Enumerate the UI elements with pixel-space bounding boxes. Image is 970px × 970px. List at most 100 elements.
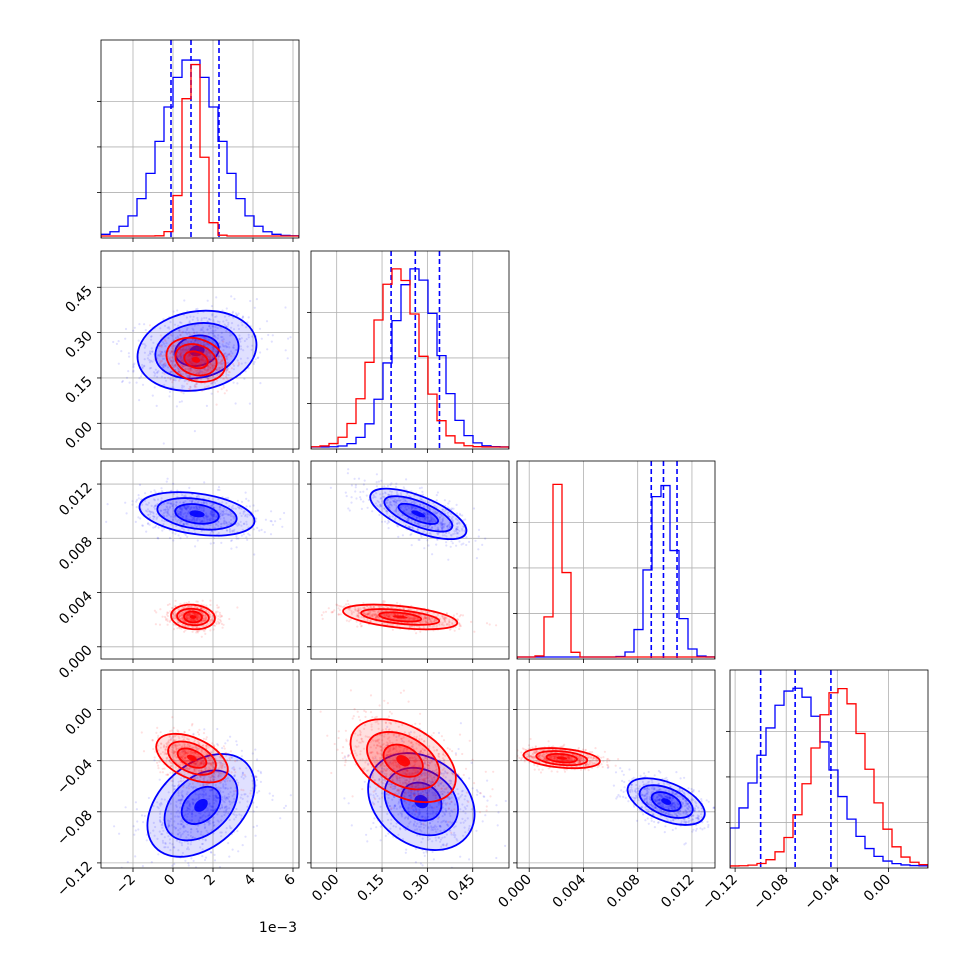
scatter-point [198,346,201,349]
contour-line-series-1 [170,603,216,631]
scatter-point [191,334,194,337]
scatter-point [182,619,185,622]
scatter-point [209,366,212,370]
scatter-point [458,627,461,631]
scatter-point [236,359,239,362]
scatter-point [213,859,217,862]
scatter-point [211,313,214,316]
scatter-point [189,362,192,365]
scatter-point [177,371,180,374]
scatter-point [161,351,164,354]
scatter-point [415,507,418,510]
scatter-point [219,616,222,619]
scatter-point [205,385,208,388]
scatter-point [202,618,205,621]
scatter-point [189,519,192,522]
scatter-point [175,501,178,504]
scatter-point [196,501,200,504]
scatter-point [198,348,201,352]
scatter-point [206,610,209,613]
scatter-point [180,520,183,523]
scatter-point [206,370,209,373]
scatter-point [200,621,203,624]
scatter-point [190,500,193,503]
scatter-point [203,614,207,617]
scatter-point [219,361,222,364]
scatter-point [179,334,182,337]
scatter-point [362,483,365,486]
scatter-point [195,385,198,388]
scatter-point [148,516,151,519]
scatter-point [198,371,202,374]
scatter-point [138,399,141,402]
scatter-point [180,511,183,514]
contour-line-series-1 [176,607,210,627]
scatter-point [195,618,198,621]
scatter-point [219,326,223,329]
axes-frame [310,250,510,450]
scatter-point [212,386,215,389]
scatter-point [225,357,228,360]
scatter-point [177,513,180,516]
scatter-point [194,383,197,386]
scatter-point [178,372,182,375]
scatter-point [197,371,200,374]
scatter-point [180,357,183,360]
scatter-point [202,508,205,511]
scatter-point [209,618,212,622]
scatter-point [193,353,196,356]
scatter-point [205,616,208,620]
scatter-point [216,379,219,382]
scatter-point [208,518,211,521]
scatter-point [172,366,175,369]
scatter-point [178,370,181,373]
scatter-point [198,615,201,619]
scatter-point [345,495,348,498]
scatter-point [179,514,182,517]
scatter-point [355,620,358,623]
scatter-point [212,502,215,505]
scatter-point [450,517,453,520]
scatter-point [180,354,183,357]
scatter-point [177,345,180,348]
scatter-point [193,612,196,616]
scatter-point [354,486,357,489]
scatter-point [160,497,163,500]
scatter-point [225,502,228,505]
scatter-point [205,353,209,356]
scatter-point [178,354,181,358]
scatter-point [194,377,197,380]
scatter-point [252,362,255,365]
scatter-point [391,499,395,502]
scatter-point [218,508,221,511]
scatter-point [214,612,217,615]
scatter-point [171,364,174,367]
scatter-point [161,336,164,339]
scatter-point [380,479,383,482]
scatter-point [192,361,195,364]
scatter-point [201,358,204,361]
scatter-point [174,599,177,602]
scatter-point [260,528,263,532]
scatter-point [179,348,183,351]
scatter-point [169,351,172,354]
scatter-point [181,616,184,619]
scatter-point [190,506,193,509]
scatter-point [331,610,334,613]
scatter-point [157,353,161,357]
scatter-point [183,299,186,302]
scatter-point [216,610,219,613]
scatter-point [222,512,225,515]
scatter-point [171,346,175,349]
scatter-point [452,614,455,617]
scatter-point [443,499,446,502]
scatter-point [135,506,138,509]
scatter-point [200,607,203,610]
scatter-point [211,359,214,362]
scatter-point [170,370,173,373]
scatter-point [257,356,260,359]
scatter-point [202,359,205,362]
scatter-point [205,502,208,505]
scatter-point [189,385,192,388]
scatter-point [182,360,185,363]
